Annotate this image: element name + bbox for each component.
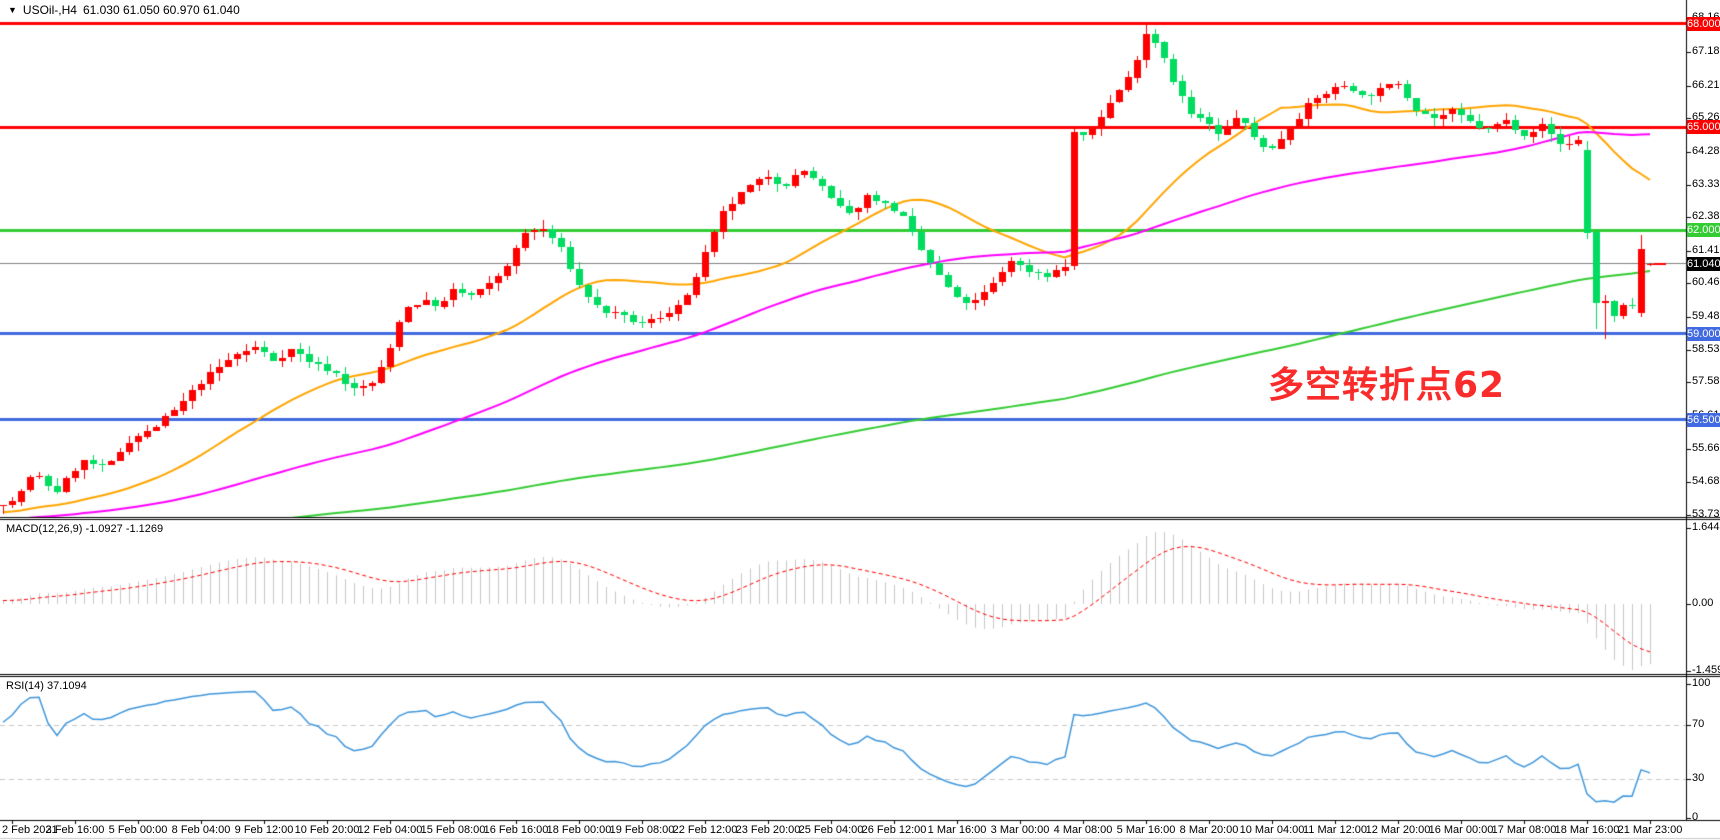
rsi-axis-tick: 70 — [1692, 718, 1705, 730]
rsi-axis-tick: 0 — [1692, 811, 1699, 823]
time-axis-label: 3 Feb 16:00 — [45, 824, 105, 836]
time-axis-label: 1 Mar 16:00 — [927, 824, 987, 836]
time-axis-label: 26 Feb 12:00 — [861, 824, 927, 836]
time-axis-label: 18 Feb 00:00 — [546, 824, 612, 836]
macd-indicator-label: MACD(12,26,9) -1.0927 -1.1269 — [6, 523, 164, 535]
time-axis-label: 12 Feb 04:00 — [357, 824, 423, 836]
time-axis-label: 12 Mar 20:00 — [1365, 824, 1431, 836]
price-line-badge: 56.500 — [1687, 413, 1720, 427]
price-axis-tick: 55.660 — [1692, 442, 1720, 454]
time-axis-label: 23 Feb 20:00 — [735, 824, 801, 836]
time-axis-label: 11 Mar 12:00 — [1302, 824, 1368, 836]
time-axis-label: 8 Mar 20:00 — [1179, 824, 1239, 836]
symbol-dropdown-icon[interactable]: ▼ — [8, 5, 17, 15]
time-axis-label: 5 Mar 16:00 — [1116, 824, 1176, 836]
main-chart-panel[interactable] — [0, 0, 1686, 517]
price-axis-tick: 62.385 — [1692, 210, 1720, 222]
price-line-badge: 68.000 — [1687, 17, 1720, 31]
time-axis-label: 8 Feb 04:00 — [171, 824, 231, 836]
price-axis-tick: 67.185 — [1692, 45, 1720, 57]
price-axis-tick: 54.685 — [1692, 475, 1720, 487]
symbol-header: ▼ USOil-,H4 61.030 61.050 60.970 61.040 — [8, 3, 240, 17]
macd-axis-tick: 1.6446 — [1692, 521, 1720, 533]
price-axis-tick: 61.410 — [1692, 244, 1720, 256]
time-axis-label: 9 Feb 12:00 — [234, 824, 294, 836]
price-line-badge: 65.000 — [1687, 120, 1720, 134]
symbol-label: USOil-,H4 — [22, 3, 77, 17]
time-axis-label: 15 Feb 08:00 — [420, 824, 486, 836]
time-axis-label: 16 Mar 00:00 — [1428, 824, 1494, 836]
time-axis-label: 10 Mar 04:00 — [1239, 824, 1305, 836]
rsi-indicator-label: RSI(14) 37.1094 — [6, 680, 87, 692]
chart-text-annotation[interactable]: 多空转折点62 — [1268, 365, 1506, 406]
rsi-axis-tick: 100 — [1692, 677, 1711, 689]
price-axis-tick: 59.485 — [1692, 310, 1720, 322]
time-axis-label: 22 Feb 12:00 — [672, 824, 738, 836]
rsi-panel[interactable] — [0, 679, 1686, 820]
time-axis-label: 10 Feb 20:00 — [294, 824, 360, 836]
time-axis-label: 16 Feb 16:00 — [483, 824, 549, 836]
time-axis-label: 5 Feb 00:00 — [108, 824, 168, 836]
time-axis-label: 18 Mar 16:00 — [1554, 824, 1620, 836]
macd-axis-tick: 0.00 — [1692, 597, 1714, 609]
time-axis-label: 2 Feb 2021 — [2, 824, 58, 836]
price-axis-tick: 64.285 — [1692, 145, 1720, 157]
time-axis-label: 17 Mar 08:00 — [1491, 824, 1557, 836]
price-line-badge: 59.000 — [1687, 327, 1720, 341]
time-axis-label: 21 Mar 23:00 — [1617, 824, 1683, 836]
price-axis-tick: 63.335 — [1692, 178, 1720, 190]
price-axis-tick: 58.535 — [1692, 343, 1720, 355]
price-line-badge: 61.040 — [1687, 257, 1720, 271]
rsi-axis-tick: 30 — [1692, 772, 1705, 784]
price-axis-tick: 57.585 — [1692, 375, 1720, 387]
time-axis-label: 25 Feb 04:00 — [798, 824, 864, 836]
ohlc-readout: 61.030 61.050 60.970 61.040 — [82, 3, 240, 17]
time-axis-label: 3 Mar 00:00 — [990, 824, 1050, 836]
price-axis-tick: 60.460 — [1692, 276, 1720, 288]
time-axis-label: 4 Mar 08:00 — [1053, 824, 1113, 836]
macd-axis-tick: -1.4594 — [1692, 664, 1720, 676]
price-axis-tick: 53.735 — [1692, 508, 1720, 520]
price-axis-tick: 66.210 — [1692, 79, 1720, 91]
time-axis-label: 19 Feb 08:00 — [609, 824, 675, 836]
macd-panel[interactable] — [0, 521, 1686, 674]
price-line-badge: 62.000 — [1687, 223, 1720, 237]
